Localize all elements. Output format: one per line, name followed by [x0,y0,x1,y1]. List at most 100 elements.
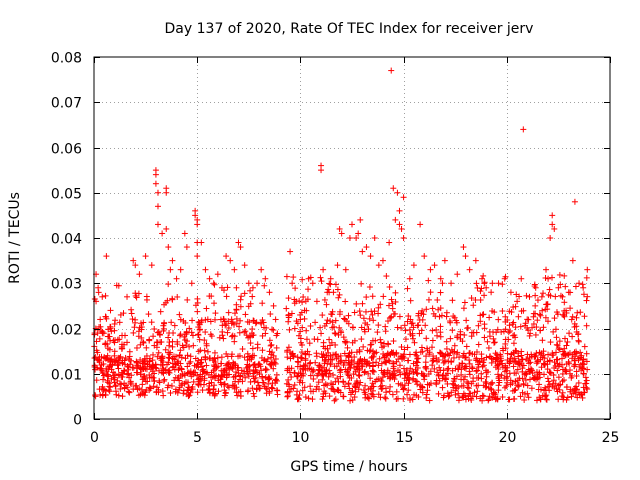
data-point [507,289,514,296]
data-point [112,388,119,395]
data-point [172,353,179,360]
data-point [324,317,331,324]
data-point [301,307,308,314]
data-point [320,343,327,350]
data-point [159,230,166,237]
data-point [165,368,172,375]
data-point [369,368,376,375]
data-point [540,290,547,297]
data-point [150,374,157,381]
data-point [202,266,209,273]
data-point [449,297,456,304]
data-point [400,395,407,402]
y-tick-label: 0.05 [51,187,82,203]
data-point [270,365,277,372]
data-point [486,393,493,400]
data-point [356,358,363,365]
data-point [532,331,539,338]
data-point [409,332,416,339]
data-point [161,320,168,327]
data-point [336,291,343,298]
data-point [338,357,345,364]
data-point [131,324,138,331]
data-point [321,368,328,375]
data-point [290,274,297,281]
data-point [124,339,131,346]
data-point [341,383,348,390]
data-point [285,295,292,302]
data-point [437,275,444,282]
data-point [352,368,359,375]
data-point [479,392,486,399]
data-point [150,383,157,390]
data-point [254,341,261,348]
data-point [298,339,305,346]
data-point [167,389,174,396]
data-point [362,382,369,389]
data-point [480,393,487,400]
data-point [324,289,331,296]
data-point [542,314,549,321]
data-point [436,364,443,371]
data-point [294,396,301,403]
data-point [273,332,280,339]
data-point [404,374,411,381]
chart-title: Day 137 of 2020, Rate Of TEC Index for r… [165,21,534,37]
data-point [229,318,236,325]
data-point [569,257,576,264]
data-point [175,374,182,381]
data-point [440,359,447,366]
data-point [571,320,578,327]
data-point [129,316,136,323]
data-point [356,348,363,355]
data-point [513,370,520,377]
data-point [396,221,403,228]
data-point [288,350,295,357]
data-point [351,354,358,361]
data-point [499,393,506,400]
data-point [168,382,175,389]
data-point [303,336,310,343]
data-point [483,354,490,361]
data-point [299,324,306,331]
data-point [127,378,134,385]
data-point [130,364,137,371]
data-point [142,253,149,260]
data-point [125,388,132,395]
data-point [202,329,209,336]
data-point [323,352,330,359]
data-point [446,352,453,359]
data-point [523,292,530,299]
data-point [91,362,98,369]
data-point [212,375,219,382]
data-point [137,391,144,398]
data-point [455,397,462,404]
data-point [162,366,169,373]
data-point [443,372,450,379]
data-point [499,308,506,315]
data-point [455,390,462,397]
data-point [543,266,550,273]
data-point [496,379,503,386]
data-point [383,273,390,280]
data-point [326,393,333,400]
data-point [146,384,153,391]
data-point [389,371,396,378]
data-point [319,312,326,319]
data-point [335,378,342,385]
data-point [359,358,366,365]
data-point [553,356,560,363]
data-point [506,370,513,377]
data-point [394,324,401,331]
data-point [286,326,293,333]
axis-ticks: 0 5 10 15 20 25 0 0.01 0.02 0.03 0.04 0.05 0.06 0.07 0… [51,51,620,447]
data-point [219,328,226,335]
data-point [188,280,195,287]
data-point [103,253,110,260]
data-point [167,266,174,273]
data-point [337,358,344,365]
data-point [468,295,475,302]
data-point [322,356,329,363]
data-point [187,368,194,375]
data-point [157,308,164,315]
